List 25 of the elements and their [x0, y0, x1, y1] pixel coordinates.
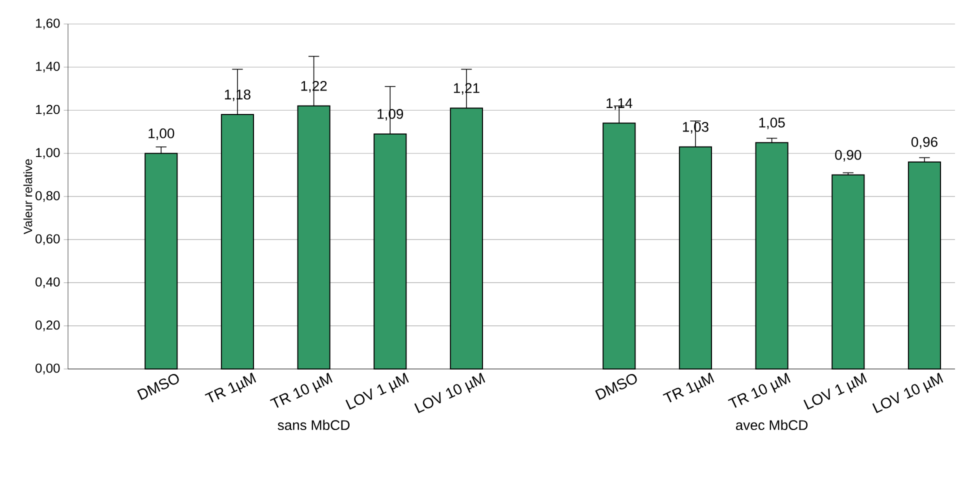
y-tick-label: 0,00 [36, 364, 60, 374]
x-tick-label: TR 1µM [204, 372, 256, 402]
data-label: 1,14 [606, 98, 632, 110]
text: avec MbCD [736, 420, 808, 430]
data-label: 1,00 [148, 128, 174, 140]
y-tick-label: 0,80 [36, 191, 60, 202]
y-tick-label: 1,40 [36, 62, 60, 72]
y-tick-label: 1,20 [36, 104, 60, 116]
data-label: 1,05 [759, 118, 785, 130]
x-tick-label: TR 1µM [662, 372, 714, 402]
x-tick-label: TR 10 µM [270, 372, 333, 408]
y-tick-label: 0,20 [36, 320, 60, 332]
y-tick-label: 1,00 [36, 148, 60, 159]
x-tick-label: LOV 10 µM [872, 372, 944, 414]
x-tick-label: TR 10 µM [728, 372, 791, 408]
y-tick-label: 0,60 [36, 234, 60, 245]
y-tick-label: 0,40 [36, 277, 60, 288]
x-tick-label: LOV 10 µM [414, 372, 486, 414]
x-tick-label: LOV 1 µM [804, 372, 867, 410]
data-label: 0,90 [835, 150, 862, 162]
data-label: 0,96 [911, 137, 938, 149]
y-tick-label: 1,60 [36, 18, 60, 30]
text: sans MbCD [278, 420, 350, 430]
y-axis-title: Valeur relative [23, 159, 32, 234]
x-tick-label: LOV 1 µM [346, 372, 409, 410]
